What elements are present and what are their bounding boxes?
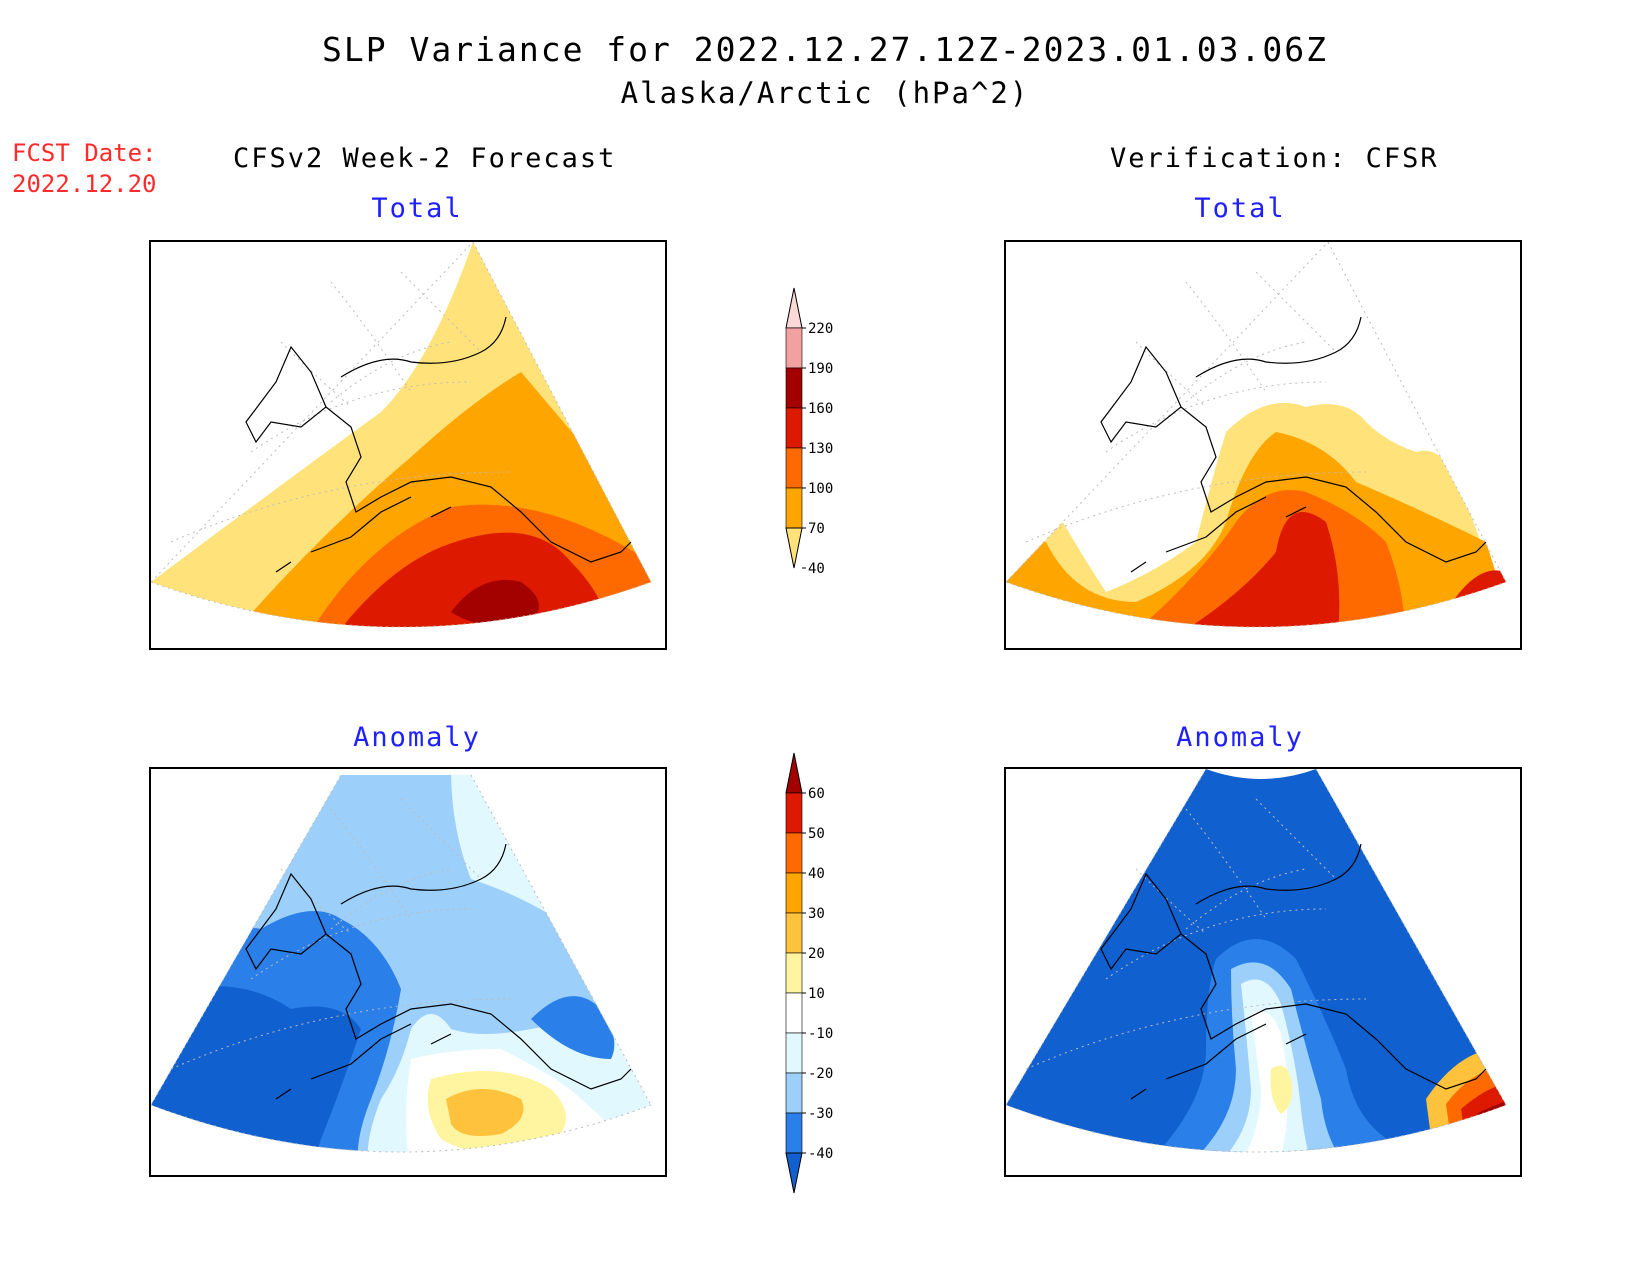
panel-subtitle-forecast-total: Total bbox=[371, 193, 463, 224]
colorbar-total-segment bbox=[785, 447, 803, 489]
colorbar-anomaly-segment bbox=[785, 1032, 803, 1074]
colorbar-total-top-arrow bbox=[785, 287, 803, 329]
map-forecast-anomaly bbox=[149, 767, 667, 1177]
colorbar-total-segment bbox=[785, 327, 803, 369]
figure-subtitle: Alaska/Arctic (hPa^2) bbox=[620, 76, 1030, 110]
colorbar-anomaly-segment bbox=[785, 912, 803, 954]
colorbar-anomaly-tick-label: 10 bbox=[808, 986, 825, 1002]
map-verification-total bbox=[1004, 240, 1522, 650]
colorbar-total-segment bbox=[785, 407, 803, 449]
colorbar-total: 220 190 160 130 100 70 40 bbox=[785, 287, 833, 577]
panel-subtitle-forecast-anomaly: Anomaly bbox=[353, 722, 481, 753]
colorbar-anomaly-tick-label: 50 bbox=[808, 826, 825, 842]
forecast-date-label: FCST Date: 2022.12.20 bbox=[12, 138, 157, 200]
colorbar-total-tick-label: 100 bbox=[808, 481, 833, 497]
colorbar-anomaly-segment bbox=[785, 792, 803, 834]
colorbar-anomaly-tick-label: -30 bbox=[808, 1106, 833, 1122]
colorbar-total-tick-label: 70 bbox=[808, 521, 825, 537]
colorbar-anomaly: 60 50 40 30 20 10 -10 -20 -30 -40 bbox=[785, 752, 833, 1194]
colorbar-anomaly-top-arrow bbox=[785, 752, 803, 794]
figure-title: SLP Variance for 2022.12.27.12Z-2023.01.… bbox=[322, 30, 1328, 69]
forecast-total-field bbox=[151, 242, 652, 628]
forecast-date-value: 2022.12.20 bbox=[12, 170, 157, 198]
colorbar-anomaly-tick-label: 20 bbox=[808, 946, 825, 962]
panel-subtitle-verification-anomaly: Anomaly bbox=[1176, 722, 1304, 753]
colorbar-total-segment bbox=[785, 487, 803, 529]
colorbar-total-tick-label: 130 bbox=[808, 441, 833, 457]
colorbar-total-bottom-arrow bbox=[785, 527, 803, 569]
colorbar-total-tick-label: 190 bbox=[808, 361, 833, 377]
colorbar-anomaly-segment bbox=[785, 832, 803, 874]
colorbar-anomaly-tick-label: 30 bbox=[808, 906, 825, 922]
colorbar-anomaly-tick-label: 40 bbox=[808, 866, 825, 882]
column-title-verification: Verification: CFSR bbox=[1110, 143, 1439, 174]
verification-total-field bbox=[1006, 242, 1507, 628]
colorbar-anomaly-segment bbox=[785, 872, 803, 914]
colorbar-anomaly-segment bbox=[785, 992, 803, 1034]
colorbar-anomaly-segment bbox=[785, 1072, 803, 1114]
column-title-forecast: CFSv2 Week-2 Forecast bbox=[233, 143, 617, 174]
colorbar-anomaly-tick-label: -20 bbox=[808, 1066, 833, 1082]
panel-subtitle-verification-total: Total bbox=[1194, 193, 1286, 224]
colorbar-total-tick-label: 40 bbox=[808, 561, 825, 577]
map-verification-anomaly bbox=[1004, 767, 1522, 1177]
colorbar-anomaly-segment bbox=[785, 952, 803, 994]
colorbar-total-tick-label: 160 bbox=[808, 401, 833, 417]
colorbar-anomaly-tick-label: -10 bbox=[808, 1026, 833, 1042]
colorbar-total-tick-label: 220 bbox=[808, 321, 833, 337]
map-forecast-total bbox=[149, 240, 667, 650]
verification-anomaly-field bbox=[1006, 769, 1507, 1153]
colorbar-anomaly-bottom-arrow bbox=[785, 1152, 803, 1194]
colorbar-anomaly-tick-label: 60 bbox=[808, 786, 825, 802]
colorbar-total-segment bbox=[785, 367, 803, 409]
colorbar-anomaly-tick-label: -40 bbox=[808, 1146, 833, 1162]
forecast-anomaly-field bbox=[151, 774, 652, 1153]
forecast-date-heading: FCST Date: bbox=[12, 139, 157, 167]
colorbar-anomaly-segment bbox=[785, 1112, 803, 1154]
